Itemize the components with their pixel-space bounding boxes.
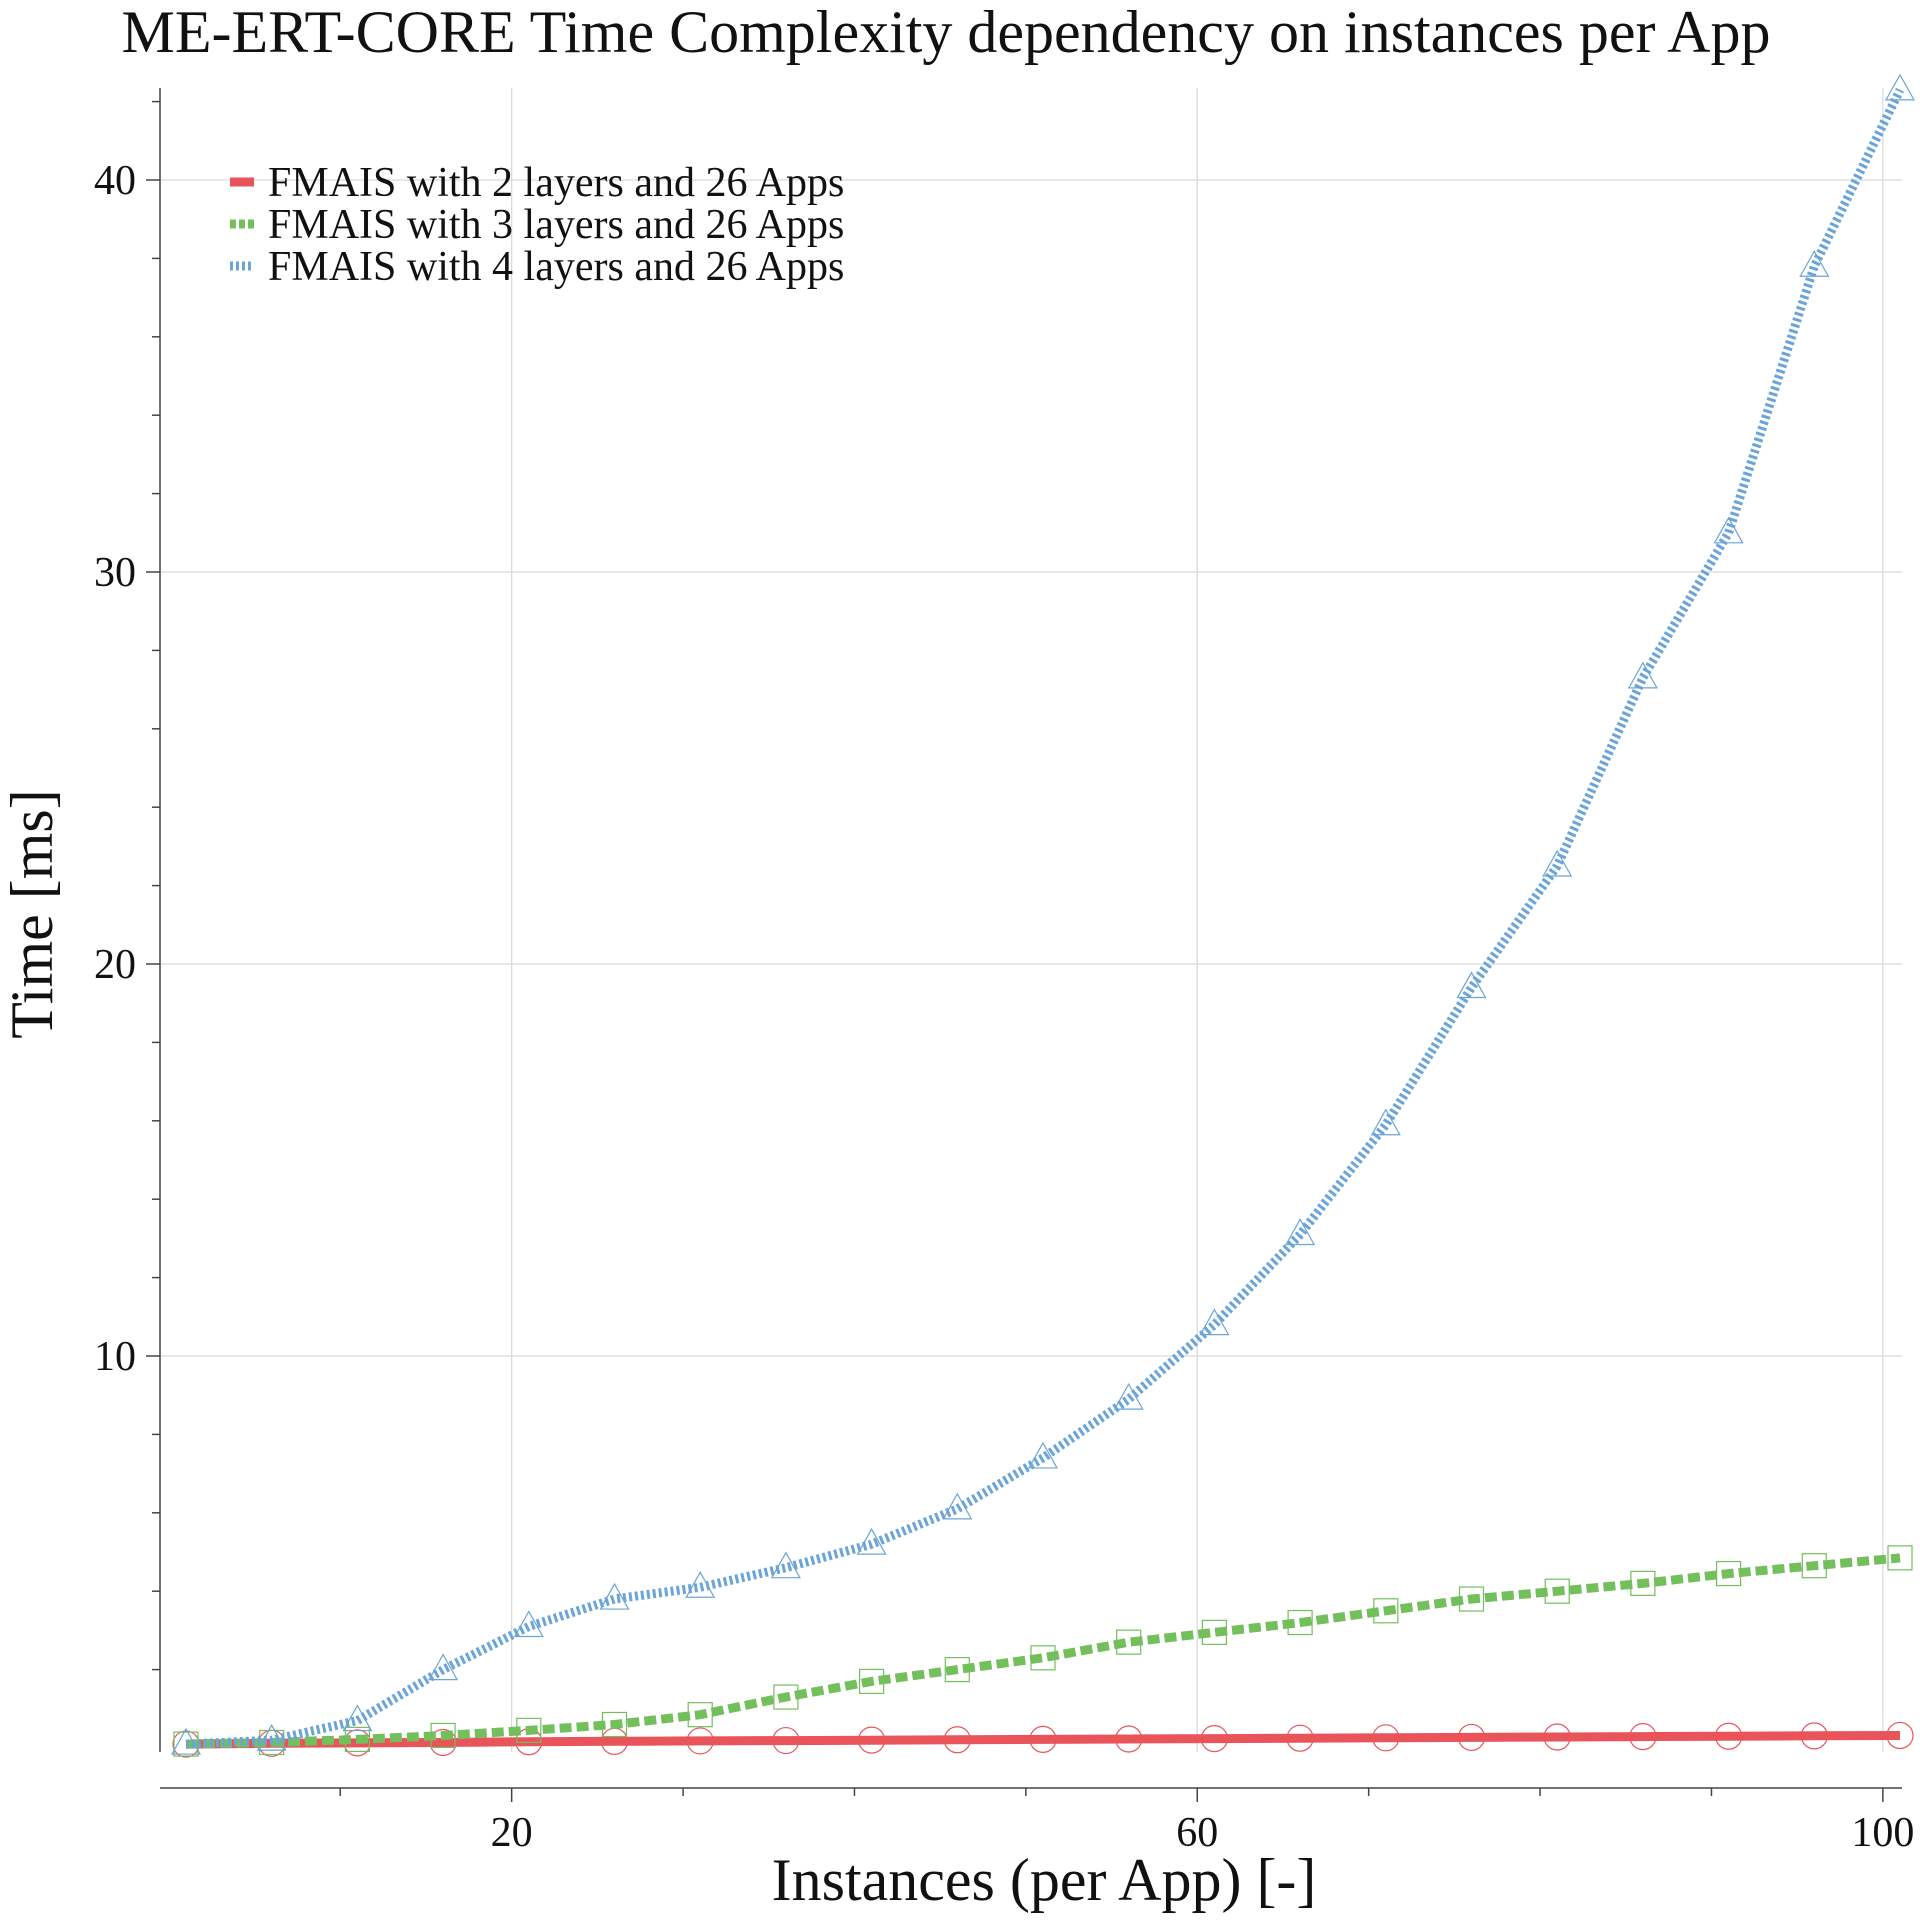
data-point (1286, 1724, 1314, 1752)
data-point (686, 1727, 714, 1755)
data-point (342, 1704, 373, 1732)
data-point (1285, 1218, 1316, 1246)
data-point (1373, 1598, 1399, 1624)
data-point (516, 1717, 542, 1743)
y-tick-label: 10 (94, 1334, 136, 1380)
data-point (1027, 1441, 1059, 1469)
data-point (1543, 1723, 1571, 1751)
data-point (856, 1527, 887, 1555)
data-point (1886, 1721, 1914, 1750)
data-point (344, 1726, 370, 1752)
data-point (857, 1726, 886, 1754)
data-point (1029, 1725, 1057, 1753)
series-layer (170, 73, 1916, 1758)
data-point (773, 1684, 799, 1710)
series-line (185, 1553, 1901, 1749)
data-point (1370, 1108, 1401, 1136)
series-line (185, 1731, 1901, 1749)
data-point (599, 1582, 630, 1610)
data-point (1542, 849, 1573, 877)
data-point (1629, 1723, 1657, 1751)
legend-label: FMAIS with 3 layers and 26 Apps (268, 202, 844, 248)
series-2 (173, 1545, 1913, 1757)
data-point (1113, 1382, 1144, 1410)
data-point (1714, 1722, 1743, 1750)
series-3 (170, 73, 1916, 1755)
data-point (1456, 971, 1487, 999)
data-point (1713, 516, 1744, 544)
data-point (601, 1711, 628, 1738)
y-tick-label: 40 (94, 158, 136, 204)
data-point (772, 1726, 800, 1755)
data-point (1116, 1629, 1142, 1655)
x-tick-label: 20 (491, 1810, 533, 1856)
data-point (1458, 1586, 1485, 1612)
data-point (1287, 1609, 1313, 1636)
data-point (173, 1731, 199, 1757)
data-point (1030, 1645, 1056, 1671)
data-point (858, 1668, 885, 1694)
data-point (1715, 1560, 1742, 1587)
data-point (1544, 1578, 1570, 1604)
data-point (430, 1722, 456, 1749)
data-point (1115, 1725, 1143, 1753)
data-point (429, 1728, 457, 1757)
series-line (185, 87, 1905, 1749)
axes (159, 88, 1902, 1789)
data-point (1199, 1308, 1230, 1336)
data-point (770, 1551, 801, 1579)
data-point (1887, 1545, 1913, 1571)
gridlines (160, 88, 1902, 1752)
y-axis-ticks: 10 20 30 40 (94, 100, 160, 1671)
x-axis-ticks: 20 60 100 (339, 1788, 1914, 1856)
x-tick-label: 100 (1851, 1810, 1914, 1856)
data-point (1800, 1722, 1828, 1750)
data-point (1799, 250, 1830, 277)
data-point (685, 1571, 716, 1598)
legend-label: FMAIS with 4 layers and 26 Apps (268, 244, 844, 290)
chart-title: ME-ERT-CORE Time Complexity dependency o… (121, 0, 1770, 65)
data-point (1201, 1619, 1228, 1645)
data-point (1627, 661, 1658, 689)
y-tick-label: 30 (94, 550, 136, 596)
data-point (170, 1727, 202, 1755)
data-point (1372, 1724, 1400, 1752)
data-point (256, 1723, 287, 1751)
data-point (1200, 1724, 1229, 1753)
x-axis-label: Instances (per App) [-] (772, 1847, 1317, 1913)
data-point (1457, 1723, 1486, 1752)
data-point (942, 1492, 973, 1520)
y-tick-label: 20 (94, 942, 136, 988)
data-point (428, 1653, 459, 1681)
y-axis-label: Time [ms] (0, 789, 65, 1039)
data-point (513, 1610, 544, 1638)
data-point (1630, 1570, 1656, 1596)
data-point (1884, 73, 1916, 101)
data-point (687, 1702, 713, 1728)
data-point (943, 1726, 971, 1754)
data-point (1801, 1553, 1827, 1579)
legend-label: FMAIS with 2 layers and 26 Apps (268, 160, 844, 206)
x-tick-label: 60 (1176, 1810, 1218, 1856)
data-point (944, 1656, 970, 1683)
